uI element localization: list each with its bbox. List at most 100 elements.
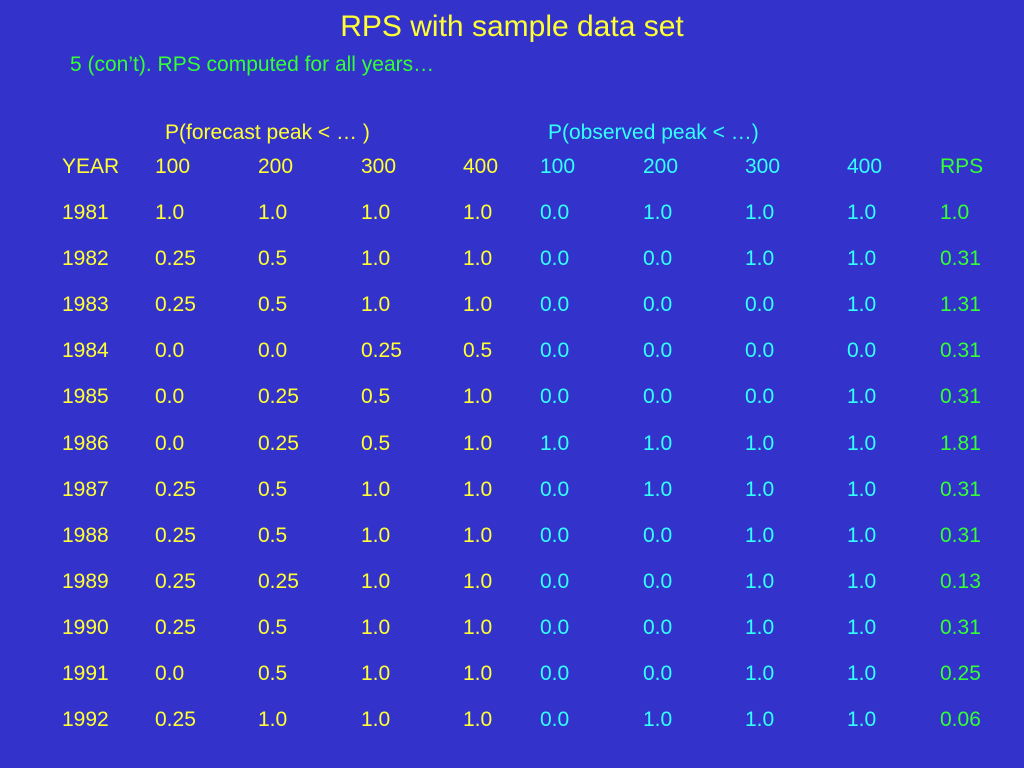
- cell-forecast-100: 0.25: [155, 293, 196, 317]
- cell-observed-300: 1.0: [745, 615, 775, 639]
- cell-forecast-100: 0.25: [155, 615, 196, 639]
- cell-observed-400: 1.0: [847, 477, 877, 501]
- cell-observed-200: 0.0: [643, 615, 673, 639]
- cell-observed-300: 1.0: [745, 569, 775, 593]
- cell-forecast-400: 1.0: [463, 201, 493, 224]
- cell-year: 1990: [62, 615, 109, 639]
- cell-rps: 1.81: [940, 431, 981, 455]
- cell-rps: 0.31: [940, 477, 981, 501]
- cell-observed-400: 1.0: [847, 431, 877, 455]
- slide-title: RPS with sample data set: [340, 10, 684, 43]
- cell-forecast-300: 1.0: [361, 569, 391, 593]
- slide-subtitle: 5 (con’t). RPS computed for all years…: [70, 53, 435, 76]
- cell-forecast-300: 0.5: [361, 385, 391, 409]
- cell-forecast-400: 1.0: [463, 477, 493, 501]
- cell-observed-400: 1.0: [847, 662, 877, 685]
- cell-rps: 1.31: [940, 293, 981, 317]
- cell-forecast-100: 0.25: [155, 708, 196, 732]
- cell-observed-200: 0.0: [643, 523, 673, 547]
- cell-forecast-400: 1.0: [463, 293, 493, 317]
- cell-forecast-200: 0.5: [258, 293, 288, 317]
- cell-observed-100: 0.0: [540, 247, 570, 271]
- cell-forecast-200: 0.5: [258, 615, 288, 639]
- cell-observed-200: 1.0: [643, 477, 673, 501]
- cell-forecast-400: 1.0: [463, 569, 493, 593]
- cell-rps: 0.06: [940, 708, 981, 732]
- cell-observed-200: 1.0: [643, 708, 673, 732]
- cell-observed-200: 0.0: [643, 662, 673, 685]
- cell-forecast-300: 1.0: [361, 615, 391, 639]
- cell-rps: 0.25: [940, 662, 981, 685]
- header-forecast-300: 300: [361, 155, 397, 178]
- cell-year: 1986: [62, 431, 109, 455]
- cell-observed-300: 1.0: [745, 523, 775, 547]
- cell-observed-400: 1.0: [847, 569, 877, 593]
- cell-forecast-100: 1.0: [155, 201, 185, 224]
- cell-forecast-400: 1.0: [463, 662, 493, 685]
- cell-forecast-400: 1.0: [463, 431, 493, 455]
- cell-year: 1992: [62, 708, 109, 732]
- cell-forecast-300: 0.5: [361, 431, 391, 455]
- cell-forecast-100: 0.0: [155, 385, 185, 409]
- cell-observed-100: 0.0: [540, 615, 570, 639]
- cell-forecast-400: 0.5: [463, 339, 493, 363]
- cell-observed-100: 0.0: [540, 708, 570, 732]
- cell-year: 1982: [62, 247, 109, 271]
- cell-observed-100: 0.0: [540, 293, 570, 317]
- cell-observed-100: 0.0: [540, 569, 570, 593]
- cell-observed-200: 1.0: [643, 431, 673, 455]
- cell-forecast-300: 1.0: [361, 708, 391, 732]
- cell-forecast-400: 1.0: [463, 523, 493, 547]
- cell-forecast-100: 0.0: [155, 339, 185, 363]
- cell-observed-400: 1.0: [847, 201, 877, 224]
- cell-forecast-100: 0.25: [155, 247, 196, 271]
- cell-observed-400: 1.0: [847, 293, 877, 317]
- cell-year: 1985: [62, 385, 109, 409]
- cell-rps: 0.31: [940, 615, 981, 639]
- cell-forecast-300: 0.25: [361, 339, 402, 363]
- cell-observed-200: 0.0: [643, 569, 673, 593]
- cell-observed-400: 1.0: [847, 247, 877, 271]
- cell-observed-200: 0.0: [643, 339, 673, 363]
- cell-year: 1989: [62, 569, 109, 593]
- cell-observed-300: 0.0: [745, 339, 775, 363]
- cell-year: 1984: [62, 339, 109, 363]
- header-forecast-200: 200: [258, 155, 294, 178]
- cell-forecast-100: 0.0: [155, 431, 185, 455]
- observed-group-header: P(observed peak < …): [548, 121, 759, 144]
- header-forecast-400: 400: [463, 155, 499, 178]
- cell-observed-400: 1.0: [847, 385, 877, 409]
- cell-year: 1991: [62, 662, 109, 685]
- cell-observed-400: 1.0: [847, 708, 877, 732]
- cell-observed-400: 1.0: [847, 615, 877, 639]
- cell-observed-100: 0.0: [540, 523, 570, 547]
- cell-forecast-200: 0.25: [258, 431, 299, 455]
- cell-forecast-100: 0.25: [155, 523, 196, 547]
- cell-rps: 0.31: [940, 339, 981, 363]
- cell-forecast-200: 0.5: [258, 477, 288, 501]
- cell-forecast-200: 0.5: [258, 247, 288, 271]
- header-forecast-100: 100: [155, 155, 191, 178]
- cell-observed-100: 0.0: [540, 662, 570, 685]
- cell-forecast-200: 1.0: [258, 708, 288, 732]
- cell-observed-300: 1.0: [745, 431, 775, 455]
- cell-rps: 0.31: [940, 523, 981, 547]
- cell-year: 1987: [62, 477, 109, 501]
- cell-observed-300: 1.0: [745, 201, 775, 224]
- cell-observed-100: 0.0: [540, 477, 570, 501]
- cell-observed-300: 1.0: [745, 247, 775, 271]
- cell-observed-200: 0.0: [643, 385, 673, 409]
- cell-rps: 0.31: [940, 385, 981, 409]
- cell-observed-100: 1.0: [540, 431, 570, 455]
- cell-year: 1988: [62, 523, 109, 547]
- cell-forecast-200: 0.25: [258, 385, 299, 409]
- cell-forecast-300: 1.0: [361, 293, 391, 317]
- cell-forecast-200: 0.0: [258, 339, 288, 363]
- cell-observed-100: 0.0: [540, 339, 570, 363]
- cell-observed-300: 1.0: [745, 477, 775, 501]
- header-observed-300: 300: [745, 155, 781, 178]
- cell-observed-100: 0.0: [540, 385, 570, 409]
- forecast-group-header: P(forecast peak < … ): [165, 121, 370, 144]
- cell-observed-100: 0.0: [540, 201, 570, 224]
- cell-observed-200: 1.0: [643, 201, 673, 224]
